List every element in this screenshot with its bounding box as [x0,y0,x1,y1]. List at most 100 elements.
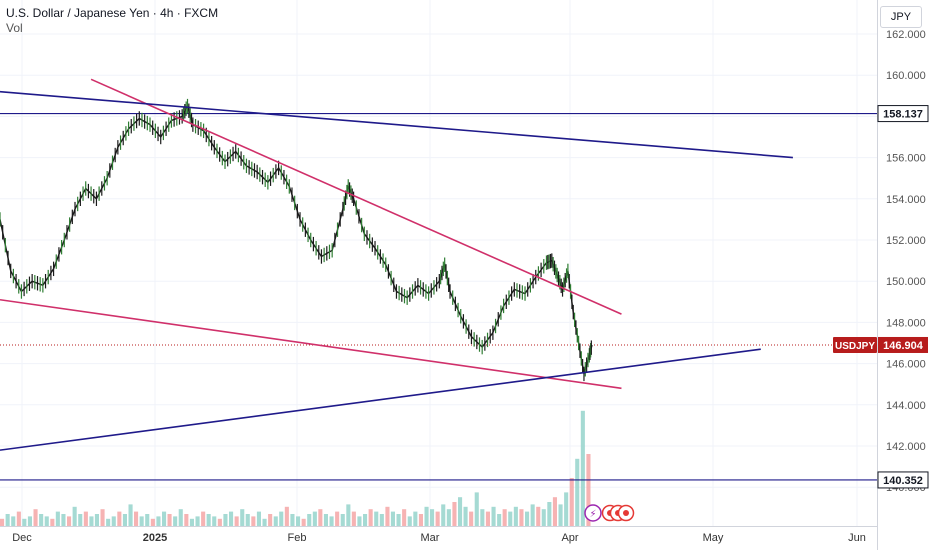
volume-bar [301,518,306,526]
symbol-label: USDJPY [835,341,875,352]
last-price-label: 146.904 [883,340,924,352]
volume-bar [240,509,245,526]
volume-bar [229,511,234,526]
volume-bar [290,514,295,526]
level-price-tag [877,471,929,489]
y-tick-label: 162.000 [886,29,926,41]
volume-bar [340,514,345,526]
volume-bar [463,506,468,526]
volume-bar [145,514,150,526]
volume-bar [279,511,284,526]
volume-bar [413,511,418,526]
volume-bar [39,514,44,526]
trendline-long-down [0,90,793,159]
trendline-long-up [0,348,761,451]
volume-bar [586,454,591,526]
volume-bar [379,514,384,526]
volume-bar [469,511,474,526]
volume-bar [368,509,373,526]
volume-bar [519,509,524,526]
volume-bar [374,511,379,526]
x-tick-label: May [703,532,724,544]
volume-bar [323,514,328,526]
y-tick-label: 160.000 [886,70,926,82]
volume-bar [78,514,83,526]
level-price-label: 158.137 [883,109,923,121]
currency-button[interactable]: JPY [880,6,922,28]
volume-bar [452,502,457,526]
volume-bar [55,511,60,526]
volume-bar [318,509,323,526]
volume-label: Vol [6,21,23,35]
volume-bar [5,514,10,526]
volume-bar [485,511,490,526]
volume-bar [497,514,502,526]
volume-bar [22,518,27,526]
volume-bar [178,509,183,526]
volume-bar [212,516,217,526]
volume-bar [167,514,172,526]
economic-event-dot [623,510,629,516]
volume-bar [262,518,267,526]
volume-bar [564,492,569,526]
volume-bar [580,410,585,526]
volume-bar [329,516,334,526]
y-tick-label: 156.000 [886,153,926,165]
volume-bar [530,504,535,526]
x-tick-label: Jun [848,532,866,544]
volume-bar [139,516,144,526]
volume-bar [508,511,513,526]
volume-bar [396,514,401,526]
volume-bar [502,509,507,526]
y-tick-label: 148.000 [886,317,926,329]
volume-bar [284,506,289,526]
level-price-label: 140.352 [883,475,923,487]
lightning-event-icon[interactable] [584,504,602,522]
volume-bar [513,506,518,526]
volume-bar [100,509,105,526]
volume-bar [441,504,446,526]
volume-bar [357,516,362,526]
volume-bar [446,509,451,526]
volume-bar [402,509,407,526]
volume-bar [134,511,139,526]
volume-bar [223,514,228,526]
volume-bar [424,506,429,526]
volume-bar [117,511,122,526]
volume-bar [217,518,222,526]
volume-bar [525,511,530,526]
volume-bar [201,511,206,526]
x-tick-label: Feb [288,532,307,544]
volume-bar [162,511,167,526]
volume-bar [251,516,256,526]
x-tick-label: Apr [561,532,578,544]
volume-bar [351,511,356,526]
volume-bar [33,509,38,526]
volume-bar [480,509,485,526]
volume-bar [552,497,557,526]
volume-bar [67,516,72,526]
volume-bar [268,514,273,526]
volume-bar [307,514,312,526]
volume-bar [385,506,390,526]
trendline-lower-support [0,298,622,390]
volume-bar [16,511,21,526]
volume-bar [558,504,563,526]
y-tick-label: 144.000 [886,400,926,412]
volume-bar [83,511,88,526]
volume-bar [0,518,5,526]
x-tick-label: Dec [12,532,32,544]
chart-title: U.S. Dollar / Japanese Yen · 4h · FXCM [6,6,219,20]
volume-bar [106,518,111,526]
volume-bar [312,511,317,526]
volume-bar [491,506,496,526]
volume-bar [89,516,94,526]
volume-bar [536,506,541,526]
volume-bar [94,514,99,526]
volume-bar [407,516,412,526]
volume-bar [547,502,552,526]
volume-bar [128,504,133,526]
volume-bar [418,514,423,526]
